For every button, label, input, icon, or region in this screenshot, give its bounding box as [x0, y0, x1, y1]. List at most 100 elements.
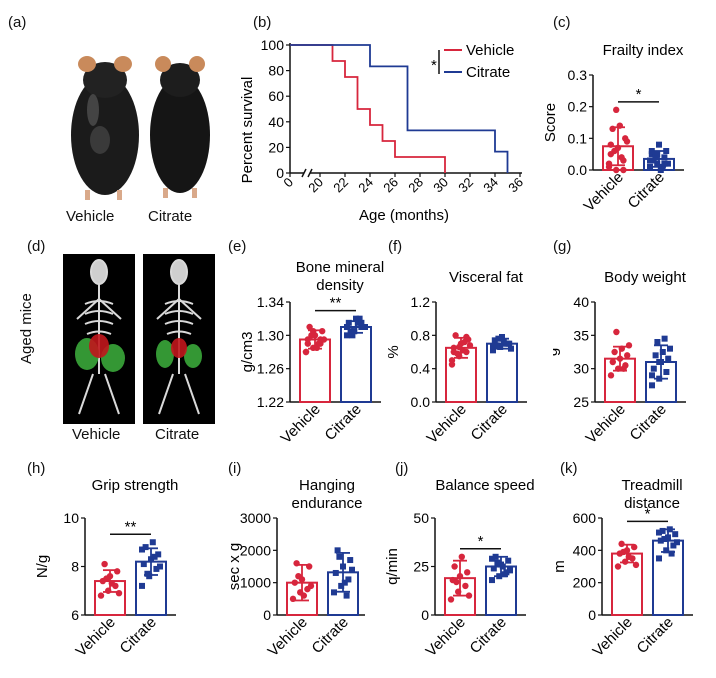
data-point-citrate — [657, 537, 664, 544]
data-point-citrate — [665, 355, 672, 362]
survival-significance: * — [431, 57, 437, 74]
survival-x-tick-label: 0 — [280, 175, 296, 191]
data-point-vehicle — [310, 327, 317, 335]
category-label-citrate: Citrate — [467, 614, 510, 657]
data-point-citrate — [508, 345, 514, 352]
data-point-citrate — [344, 324, 350, 330]
significance-marker: * — [645, 505, 651, 522]
chart-y-tick-label: 0 — [421, 607, 429, 623]
chart-y-tick-label: 1.30 — [257, 327, 284, 343]
data-point-vehicle — [295, 573, 302, 580]
data-point-citrate — [666, 526, 673, 533]
survival-x-tick-label: 20 — [305, 175, 326, 196]
chart-ylabel: g — [553, 348, 561, 356]
panel-label-d: (d) — [27, 238, 46, 255]
data-point-vehicle — [306, 563, 313, 570]
survival-chart: Percent survival Age (months) * Vehicle … — [239, 37, 526, 224]
panel-label-i: (i) — [228, 460, 242, 477]
data-point-vehicle — [607, 141, 614, 148]
chart-title: Treadmill — [621, 477, 682, 494]
citrate-skeleton-image — [156, 259, 202, 415]
category-label-citrate: Citrate — [322, 401, 365, 444]
chart-y-tick-label: 1.26 — [257, 361, 284, 377]
chart-title: Frailty index — [603, 42, 684, 59]
chart-y-tick-label: 0 — [263, 607, 271, 623]
chart-title: Visceral fat — [449, 269, 524, 286]
data-point-citrate — [650, 365, 657, 372]
panel-label-g: (g) — [553, 238, 572, 255]
photo-a-citrate-label: Citrate — [148, 208, 193, 225]
data-point-citrate — [670, 542, 677, 549]
data-point-citrate — [139, 582, 145, 589]
axis-break-mark — [301, 168, 307, 178]
data-point-vehicle — [616, 122, 623, 129]
data-point-citrate — [661, 335, 668, 342]
chart-ylabel: Score — [545, 103, 559, 142]
data-point-citrate — [358, 319, 365, 326]
data-point-citrate — [157, 563, 163, 570]
data-point-citrate — [345, 576, 352, 583]
chart-y-tick-label: 35 — [573, 327, 589, 343]
data-point-citrate — [499, 334, 505, 340]
survival-x-tick-label: 36 — [505, 175, 526, 196]
data-point-vehicle — [447, 596, 455, 603]
data-point-vehicle — [625, 342, 633, 349]
chart-y-tick-label: 1.34 — [257, 294, 284, 310]
chart-y-tick-label: 25 — [413, 559, 429, 575]
data-point-citrate — [674, 539, 680, 546]
data-point-citrate — [334, 547, 341, 554]
chart-y-tick-label: 0.4 — [411, 361, 431, 377]
data-point-citrate — [502, 340, 509, 347]
chart-ylabel: m — [551, 560, 568, 573]
data-point-vehicle — [453, 578, 460, 586]
data-point-citrate — [661, 154, 668, 161]
category-label-vehicle: Vehicle — [424, 401, 470, 447]
data-point-vehicle — [306, 323, 313, 331]
data-point-citrate — [648, 148, 655, 154]
data-point-vehicle — [618, 540, 625, 548]
data-point-citrate — [142, 544, 149, 551]
data-point-citrate — [151, 553, 158, 560]
chart-y-tick-label: 0.3 — [568, 67, 588, 83]
data-point-vehicle — [613, 328, 620, 336]
chart-title: endurance — [292, 495, 363, 512]
data-point-vehicle — [101, 560, 108, 568]
chart-ylabel: N/g — [34, 555, 51, 578]
data-point-vehicle — [455, 588, 462, 595]
data-point-citrate — [665, 534, 671, 541]
chart-title: Balance speed — [435, 477, 534, 494]
chart-y-tick-label: 6 — [71, 607, 79, 623]
data-point-citrate — [140, 561, 147, 568]
category-label-citrate: Citrate — [627, 401, 670, 444]
data-point-vehicle — [300, 592, 307, 599]
chart-title: distance — [624, 495, 680, 512]
data-point-vehicle — [605, 163, 613, 171]
data-point-vehicle — [615, 365, 622, 372]
data-point-vehicle — [609, 125, 616, 133]
aged-mice-label: Aged mice — [18, 293, 35, 364]
data-point-vehicle — [451, 563, 458, 570]
vehicle-mouse-image — [71, 56, 139, 200]
chart-ylabel: g/cm3 — [239, 332, 256, 373]
data-point-citrate — [654, 151, 661, 158]
data-point-citrate — [656, 555, 662, 562]
survival-x-tick-label: 30 — [430, 175, 451, 196]
data-point-citrate — [349, 332, 356, 339]
chart-y-tick-label: 0.0 — [568, 162, 588, 178]
data-point-vehicle — [611, 147, 618, 155]
category-label-vehicle: Vehicle — [581, 169, 627, 215]
chart-y-tick-label: 1.2 — [411, 294, 431, 310]
data-point-vehicle — [458, 553, 465, 560]
data-point-citrate — [344, 332, 350, 339]
data-point-citrate — [490, 347, 496, 354]
vehicle-skeleton-image — [76, 259, 122, 415]
data-point-citrate — [144, 570, 151, 577]
data-point-citrate — [654, 160, 661, 167]
survival-x-tick-label: 32 — [455, 175, 476, 196]
data-point-citrate — [343, 592, 350, 599]
panel-label-k: (k) — [560, 460, 578, 477]
data-point-citrate — [652, 352, 659, 359]
data-point-citrate — [657, 167, 664, 173]
